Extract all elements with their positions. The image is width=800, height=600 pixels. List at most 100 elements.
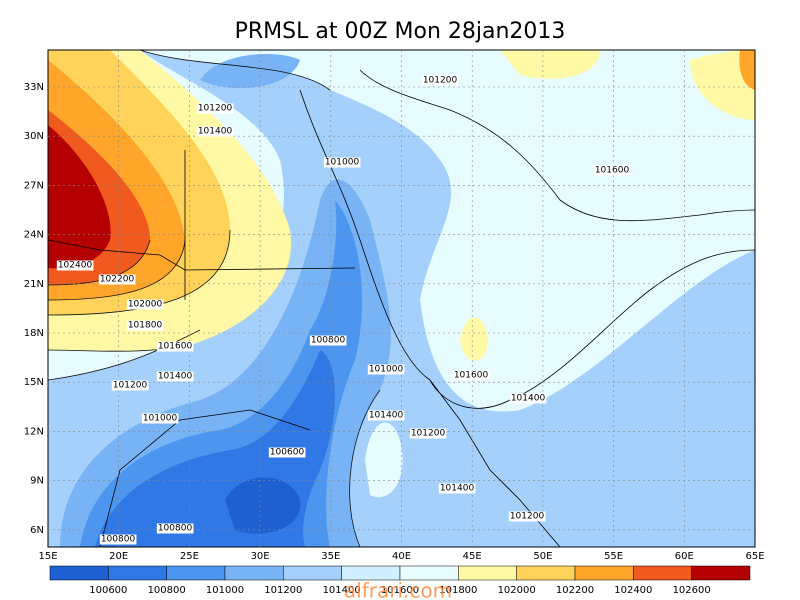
lat-label: 12N (24, 426, 44, 437)
watermark: alfrari.com (344, 579, 452, 600)
lon-label: 50E (533, 551, 552, 562)
contour-label: 101200 (510, 512, 545, 522)
contour-label: 101800 (128, 321, 163, 331)
colorbar-swatch (108, 565, 167, 581)
axis-labels: 33N 30N 27N 24N 21N 18N 15N 12N 9N 6N 15E 20E 25E 30E… (24, 50, 765, 562)
colorbar-label: 101600 (381, 585, 419, 596)
contour-label: 101000 (325, 158, 360, 168)
pressure-field (500, 50, 600, 79)
colorbar-label: 101800 (439, 585, 477, 596)
contour-label: 101200 (113, 381, 148, 391)
lat-label: 9N (30, 476, 44, 487)
contour-label: 100600 (270, 448, 305, 458)
contour-label-box (56, 260, 94, 271)
contour-label: 100800 (311, 336, 346, 346)
lat-label: 18N (24, 328, 44, 339)
contour-label-box (509, 393, 547, 404)
contour-label-box (126, 320, 164, 331)
contour-label-box (421, 75, 459, 86)
colorbar-label: 101000 (206, 585, 244, 596)
contour-label: 100800 (101, 535, 136, 545)
contour-label: 101600 (454, 371, 489, 381)
contour-label-box (196, 103, 234, 114)
contour-label-box (156, 371, 194, 382)
contour-label: 102200 (100, 275, 135, 285)
colorbar-swatch (516, 565, 576, 581)
contour-line (48, 50, 381, 547)
contour-label-box (141, 413, 179, 424)
colorbar-label: 101400 (323, 585, 361, 596)
contour-label-box (438, 483, 476, 494)
contour-label-box (367, 410, 405, 421)
lat-label: 27N (24, 180, 44, 191)
contour-label: 101000 (143, 414, 178, 424)
contour-label: 101200 (423, 76, 458, 86)
colorbar-label: 100600 (89, 585, 127, 596)
lon-label: 40E (392, 551, 411, 562)
contour-label: 101200 (198, 104, 233, 114)
map-title: PRMSL at 00Z Mon 28jan2013 (235, 19, 566, 44)
contour-label: 101600 (158, 342, 193, 352)
lon-label: 30E (251, 551, 270, 562)
pressure-field (200, 54, 300, 89)
colorbar-swatch (691, 565, 751, 581)
contour-label-box (126, 299, 164, 310)
contour-label-box (309, 335, 347, 346)
contour-label-box (268, 447, 306, 458)
lon-label: 35E (321, 551, 340, 562)
colorbar-label: 102200 (556, 585, 594, 596)
lon-label: 15E (38, 551, 57, 562)
lon-label: 60E (675, 551, 694, 562)
contour-label-box (367, 364, 405, 375)
colorbar-label: 102000 (498, 585, 536, 596)
lat-label: 33N (24, 82, 44, 93)
contour-labels: 101200 101200 101400 101000 101600 10240… (56, 75, 631, 545)
colorbar-label: 102600 (673, 585, 711, 596)
contour-label: 100800 (158, 524, 193, 534)
pressure-field (460, 317, 488, 361)
contour-label-box (99, 534, 137, 545)
contour-label-box (409, 428, 447, 439)
pressure-field (739, 50, 755, 90)
lat-label: 6N (30, 525, 44, 536)
contour-label: 101400 (198, 127, 233, 137)
colorbar-swatch (458, 565, 517, 581)
contour-label: 101200 (411, 429, 446, 439)
pressure-field (365, 422, 403, 498)
contour-label-box (98, 274, 136, 285)
colorbar-swatch (283, 565, 342, 581)
lon-label: 65E (745, 551, 764, 562)
colorbar-label: 102400 (614, 585, 652, 596)
lon-label: 55E (604, 551, 623, 562)
contour-label: 101400 (158, 372, 193, 382)
contour-label-box (508, 511, 546, 522)
contour-label: 102000 (128, 300, 163, 310)
lon-label: 20E (109, 551, 128, 562)
lat-label: 15N (24, 377, 44, 388)
colorbar-label: 101200 (264, 585, 302, 596)
contour-label-box (452, 370, 490, 381)
colorbar-swatch (224, 565, 284, 581)
colorbar-label: 100800 (148, 585, 186, 596)
lon-label: 45E (463, 551, 482, 562)
colorbar-swatch (166, 565, 226, 581)
lat-label: 21N (24, 279, 44, 290)
contour-label: 101400 (440, 484, 475, 494)
pressure-field (225, 477, 301, 534)
contour-label-box (196, 126, 234, 137)
colorbar: 100600 100800 101000 101200 101400 101600 1018… (49, 565, 751, 596)
contour-label-box (593, 165, 631, 176)
colorbar-swatch (633, 565, 692, 581)
map-area: 33N 30N 27N 24N 21N 18N 15N 12N 9N 6N 15E 20E 25E 30E… (24, 49, 765, 562)
contour-label-box (156, 341, 194, 352)
contour-label: 101400 (511, 394, 546, 404)
coastline (48, 69, 755, 547)
pressure-field (690, 50, 755, 120)
contour-label: 101400 (369, 411, 404, 421)
lat-label: 30N (24, 131, 44, 142)
contour-label-box (156, 523, 194, 534)
lon-label: 25E (180, 551, 199, 562)
pressure-field (48, 125, 111, 269)
lat-label: 24N (24, 230, 44, 241)
